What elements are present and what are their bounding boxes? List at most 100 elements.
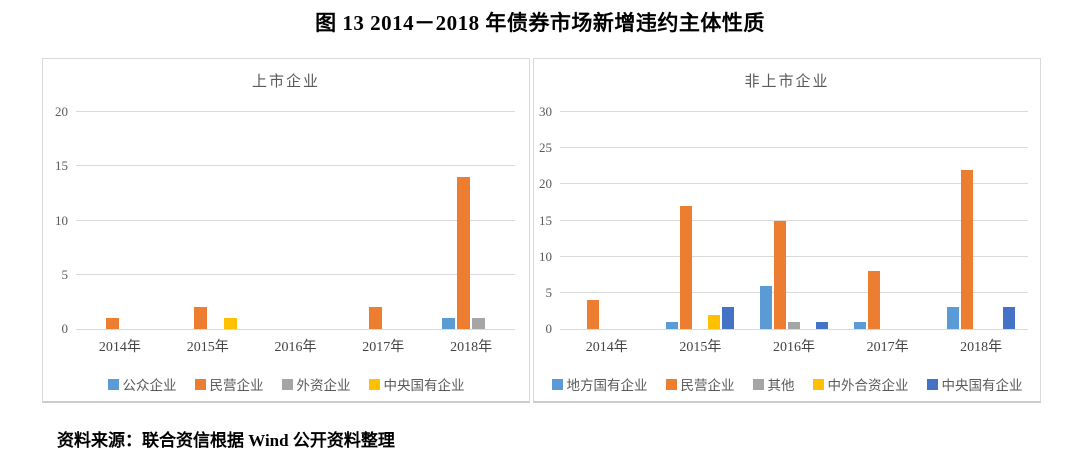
legend-label: 外资企业 <box>296 378 351 393</box>
bar-group <box>76 112 164 329</box>
bar-group <box>654 112 748 329</box>
bar-民营企业 <box>193 307 207 329</box>
y-tick-label: 10 <box>539 248 552 264</box>
legend-item: 民营企业 <box>194 374 264 394</box>
y-tick-label: 20 <box>55 104 68 119</box>
bar-group <box>934 112 1028 329</box>
legend: 地方国有企业 民营企业 其他 中外合资企业 中央国有企业 <box>534 374 1040 394</box>
bar-地方国有企业 <box>853 321 866 329</box>
legend-item: 民营企业 <box>665 374 735 394</box>
legend-label: 中央国有企业 <box>383 378 465 393</box>
plot-area: 0 5 10 15 20 <box>55 104 515 336</box>
legend: 公众企业 民营企业 外资企业 中央国有企业 <box>43 374 529 394</box>
legend-swatch <box>551 378 563 390</box>
y-tick-label: 5 <box>61 266 69 282</box>
data-source-note: 资料来源：联合资信根据 Wind 公开资料整理 <box>57 431 395 450</box>
y-tick-label: 0 <box>545 321 553 336</box>
legend-item: 中外合资企业 <box>812 374 909 394</box>
gridline <box>560 111 1028 112</box>
legend-swatch <box>752 378 764 390</box>
legend-label: 公众企业 <box>122 378 177 393</box>
bar-group <box>747 112 841 329</box>
bar-group <box>841 112 935 329</box>
legend-item: 中央国有企业 <box>926 374 1023 394</box>
x-tick-label: 2014年 <box>98 340 141 355</box>
y-tick-label: 5 <box>545 284 553 300</box>
bar-外资企业 <box>472 318 486 329</box>
x-tick-label: 2018年 <box>960 340 1003 355</box>
y-tick-label: 25 <box>539 140 552 156</box>
y-tick-label: 30 <box>539 104 552 119</box>
bar-中央国有企业 <box>815 321 828 329</box>
bar-groups <box>76 112 515 329</box>
bar-地方国有企业 <box>759 285 772 329</box>
bar-中外合资企业 <box>708 314 721 329</box>
x-axis-labels: 2014年 2015年 2016年 2017年 2018年 <box>560 336 1028 356</box>
x-tick-label: 2016年 <box>274 340 317 355</box>
gridline <box>560 255 1028 257</box>
bar-民营企业 <box>961 169 974 329</box>
bar-民营企业 <box>867 271 880 329</box>
y-tick-label: 15 <box>539 212 552 228</box>
gridline <box>76 273 515 275</box>
gridline <box>560 147 1028 149</box>
bar-地方国有企业 <box>666 321 679 329</box>
legend-label: 中央国有企业 <box>941 378 1023 393</box>
legend-label: 地方国有企业 <box>566 378 648 393</box>
bar-民营企业 <box>773 220 786 329</box>
legend-item: 其他 <box>752 374 795 394</box>
legend-label: 民营企业 <box>680 378 735 393</box>
legend-item: 公众企业 <box>107 374 177 394</box>
chart-title: 上市企业 <box>251 74 320 90</box>
bar-group <box>427 112 515 329</box>
bar-group <box>560 112 654 329</box>
bar-公众企业 <box>442 318 456 329</box>
legend-label: 民营企业 <box>209 378 264 393</box>
figure-title: 图 13 2014－2018 年债券市场新增违约主体性质 <box>315 11 765 35</box>
legend-item: 中央国有企业 <box>368 374 465 394</box>
bar-其他 <box>787 321 800 329</box>
y-tick-label: 0 <box>61 321 69 336</box>
legend-swatch <box>368 378 380 390</box>
gridline <box>76 111 515 112</box>
gridline <box>560 291 1028 293</box>
legend-swatch <box>812 378 824 390</box>
y-tick-label: 20 <box>539 176 552 192</box>
legend-item: 外资企业 <box>281 374 351 394</box>
gridline <box>76 165 515 167</box>
bar-中央国有企业 <box>722 307 735 329</box>
bar-group <box>164 112 252 329</box>
bar-中央国有企业 <box>1003 307 1016 329</box>
bar-民营企业 <box>586 300 599 329</box>
x-tick-label: 2018年 <box>450 340 493 355</box>
legend-swatch <box>926 378 938 390</box>
chart-title: 非上市企业 <box>744 74 830 90</box>
bar-group <box>252 112 340 329</box>
x-tick-label: 2017年 <box>362 340 405 355</box>
gridline <box>560 219 1028 221</box>
charts-row: 上市企业 0 5 10 15 20 2014年 2015年 2016年 2017年 2018年公众企… <box>42 58 1041 403</box>
bar-地方国有企业 <box>947 307 960 329</box>
chart-panel-unlisted: 非上市企业 0 5 10 15 20 25 30 2014年 2015年 2016年 2017年 201… <box>533 58 1041 403</box>
x-tick-label: 2015年 <box>186 340 229 355</box>
y-tick-label: 15 <box>55 158 68 174</box>
x-tick-label: 2017年 <box>866 340 909 355</box>
legend-swatch <box>665 378 677 390</box>
bar-group <box>339 112 427 329</box>
legend-label: 中外合资企业 <box>827 378 909 393</box>
bar-民营企业 <box>457 177 471 329</box>
gridline <box>560 183 1028 185</box>
x-tick-label: 2015年 <box>679 340 722 355</box>
y-tick-label: 10 <box>55 212 68 228</box>
legend-swatch <box>194 378 206 390</box>
legend-swatch <box>107 378 119 390</box>
gridline <box>76 219 515 221</box>
chart-panel-listed: 上市企业 0 5 10 15 20 2014年 2015年 2016年 2017年 2018年公众企… <box>42 58 530 403</box>
x-tick-label: 2016年 <box>772 340 815 355</box>
x-tick-label: 2014年 <box>585 340 628 355</box>
bar-民营企业 <box>105 318 119 329</box>
x-axis-labels: 2014年 2015年 2016年 2017年 2018年 <box>76 336 515 356</box>
legend-label: 其他 <box>767 378 795 393</box>
plot-area: 0 5 10 15 20 25 30 <box>539 104 1028 336</box>
bar-中央国有企业 <box>223 318 237 329</box>
